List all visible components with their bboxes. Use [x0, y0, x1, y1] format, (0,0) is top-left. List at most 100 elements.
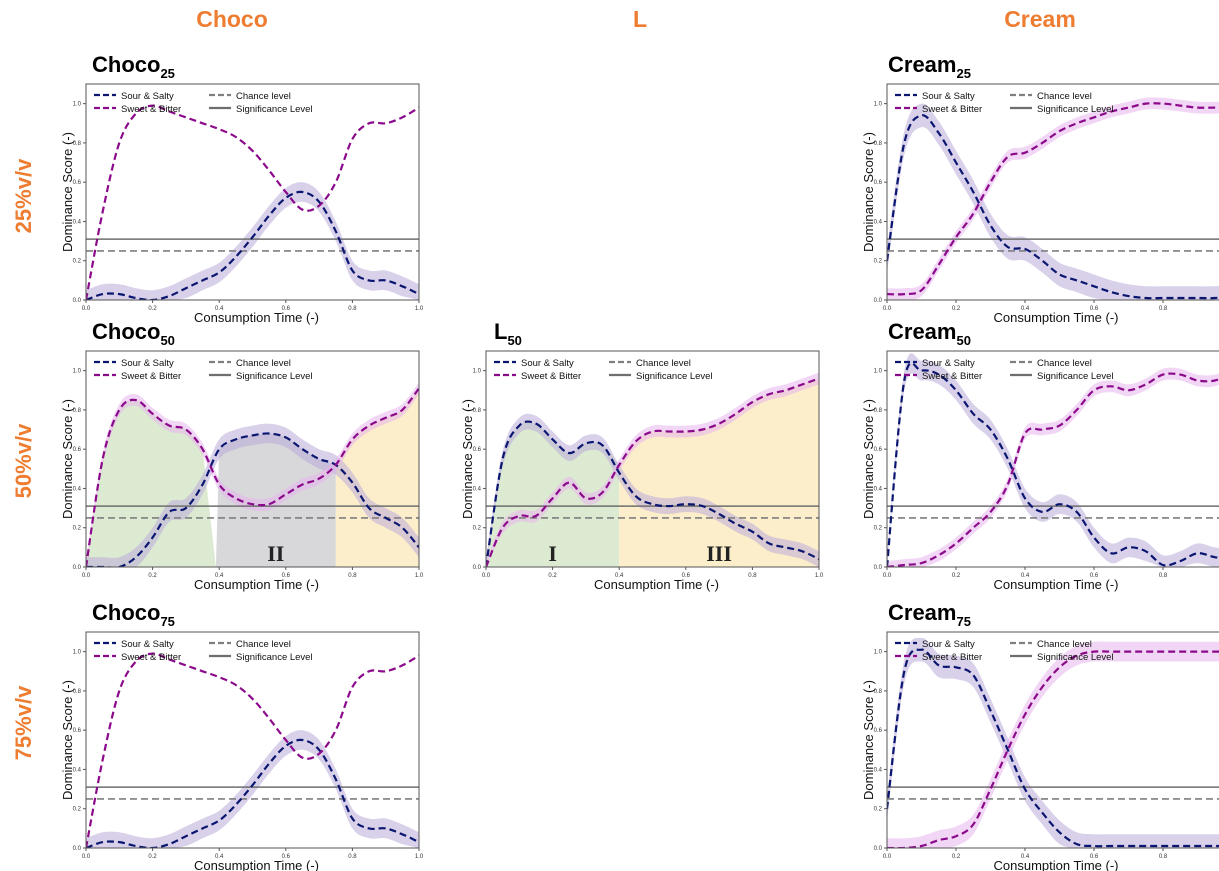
region-label-II: II: [267, 541, 284, 566]
legend-label: Chance level: [636, 358, 691, 369]
legend-label: Chance level: [1037, 91, 1092, 102]
x-axis-label: Consumption Time (-): [994, 310, 1119, 325]
chart-title: Cream75: [888, 600, 971, 629]
x-tick-label: 0.2: [148, 854, 157, 860]
y-tick-label: 0.0: [473, 565, 482, 571]
confidence-band-sour-salty: [86, 730, 419, 848]
region-III: [619, 378, 819, 567]
x-tick-label: 1.0: [815, 573, 824, 579]
legend-label: Sweet & Bitter: [121, 652, 181, 663]
x-tick-label: 0.6: [282, 854, 291, 860]
y-tick-label: 1.0: [73, 650, 82, 656]
confidence-band-sour-salty: [887, 103, 1219, 300]
y-tick-label: 0.8: [473, 408, 482, 414]
chart-title-base: L: [494, 319, 507, 344]
chart-choco75: 0.0 0.2 0.4 0.6 0.8 1.0 0.0 0.2 0.4 0.6 0.8 1.0 Cons…: [60, 600, 424, 871]
y-tick-label: 1.0: [473, 369, 482, 375]
y-tick-label: 1.0: [874, 369, 883, 375]
chart-title-subscript: 25: [956, 66, 970, 81]
chart-title-base: Choco: [92, 600, 160, 625]
legend-label: Sweet & Bitter: [922, 371, 982, 382]
y-tick-label: 0.0: [874, 846, 883, 852]
chart-title: Cream50: [888, 319, 971, 348]
y-tick-label: 1.0: [73, 102, 82, 108]
confidence-band-sweet-bitter: [887, 641, 1219, 848]
legend: Sour & Salty Sweet & Bitter Chance level Si…: [895, 91, 1114, 115]
plot-content: [486, 372, 819, 567]
chart-title: Choco50: [92, 319, 175, 348]
legend-label: Significance Level: [636, 371, 713, 382]
legend-label: Sour & Salty: [521, 358, 574, 369]
series-line-sour-salty: [86, 190, 419, 300]
x-tick-label: 0.8: [348, 854, 357, 860]
plot-content: [86, 382, 419, 567]
legend: Sour & Salty Sweet & Bitter Chance level Si…: [895, 639, 1114, 663]
x-tick-label: 0.0: [482, 573, 491, 579]
y-tick-label: 0.2: [874, 526, 883, 532]
x-axis-label: Consumption Time (-): [194, 310, 319, 325]
plot-content: [86, 652, 419, 848]
y-tick-label: 0.0: [73, 298, 82, 304]
x-tick-label: 0.8: [1159, 573, 1168, 579]
y-tick-label: 0.4: [473, 486, 482, 492]
chart-title-subscript: 75: [160, 614, 174, 629]
y-tick-label: 0.6: [473, 447, 482, 453]
y-tick-label: 0.0: [73, 565, 82, 571]
y-tick-label: 1.0: [874, 102, 883, 108]
confidence-band-sour-salty: [887, 637, 1219, 848]
x-tick-label: 0.4: [215, 573, 224, 579]
x-tick-label: 0.2: [548, 573, 557, 579]
chart-title-subscript: 75: [956, 614, 970, 629]
x-tick-label: 0.6: [1090, 854, 1099, 860]
column-header-l: L: [632, 6, 648, 32]
legend-label: Chance level: [236, 91, 291, 102]
legend-label: Significance Level: [1037, 652, 1114, 663]
x-tick-label: 0.0: [883, 306, 892, 312]
chart-title-base: Cream: [888, 52, 956, 77]
x-tick-label: 0.0: [82, 306, 91, 312]
legend-label: Sour & Salty: [121, 639, 174, 650]
legend: Sour & Salty Sweet & Bitter Chance level Si…: [94, 358, 313, 382]
confidence-band-sweet-bitter: [86, 382, 419, 567]
y-tick-label: 0.8: [73, 408, 82, 414]
legend-label: Sweet & Bitter: [521, 371, 581, 382]
plot-area: [86, 84, 419, 300]
axes-frame: [85, 631, 420, 849]
chart-cream75: 0.0 0.2 0.4 0.6 0.8 0.0 0.2 0.4 0.6 0.8 1.0 Consump…: [861, 600, 1219, 871]
y-tick-label: 0.8: [874, 689, 883, 695]
y-tick-label: 0.0: [73, 846, 82, 852]
legend-label: Chance level: [1037, 639, 1092, 650]
y-tick-label: 1.0: [73, 369, 82, 375]
legend-label: Significance Level: [1037, 371, 1114, 382]
axes-frame: [886, 83, 1219, 301]
y-axis-label: Dominance Score (-): [60, 399, 75, 519]
axes-frame: [886, 631, 1219, 849]
y-tick-label: 0.2: [473, 526, 482, 532]
x-tick-label: 0.6: [282, 306, 291, 312]
y-tick-label: 0.4: [73, 767, 82, 773]
confidence-band-sour-salty: [887, 353, 1219, 567]
series-line-sweet-bitter: [887, 372, 1219, 567]
legend-label: Chance level: [236, 358, 291, 369]
series-line-sour-salty: [86, 432, 419, 567]
x-axis-label: Consumption Time (-): [594, 577, 719, 592]
x-tick-label: 0.6: [1090, 306, 1099, 312]
y-tick-label: 0.2: [73, 807, 82, 813]
x-tick-label: 0.8: [748, 573, 757, 579]
x-tick-label: 0.4: [615, 573, 624, 579]
legend: Sour & Salty Sweet & Bitter Chance level Si…: [94, 91, 313, 115]
region-label-III: III: [706, 541, 732, 566]
x-axis-label: Consumption Time (-): [194, 858, 319, 871]
legend-label: Chance level: [236, 639, 291, 650]
legend-label: Significance Level: [236, 652, 313, 663]
plot-area: [887, 351, 1219, 567]
legend: Sour & Salty Sweet & Bitter Chance level Si…: [494, 358, 713, 382]
region-shade-0: [86, 399, 216, 567]
chart-title: L50: [494, 319, 522, 348]
confidence-band-sweet-bitter: [486, 372, 819, 567]
y-tick-label: 0.4: [874, 219, 883, 225]
series-line-sour-salty: [887, 648, 1219, 848]
y-tick-label: 0.4: [874, 486, 883, 492]
plot-content: [86, 104, 419, 300]
